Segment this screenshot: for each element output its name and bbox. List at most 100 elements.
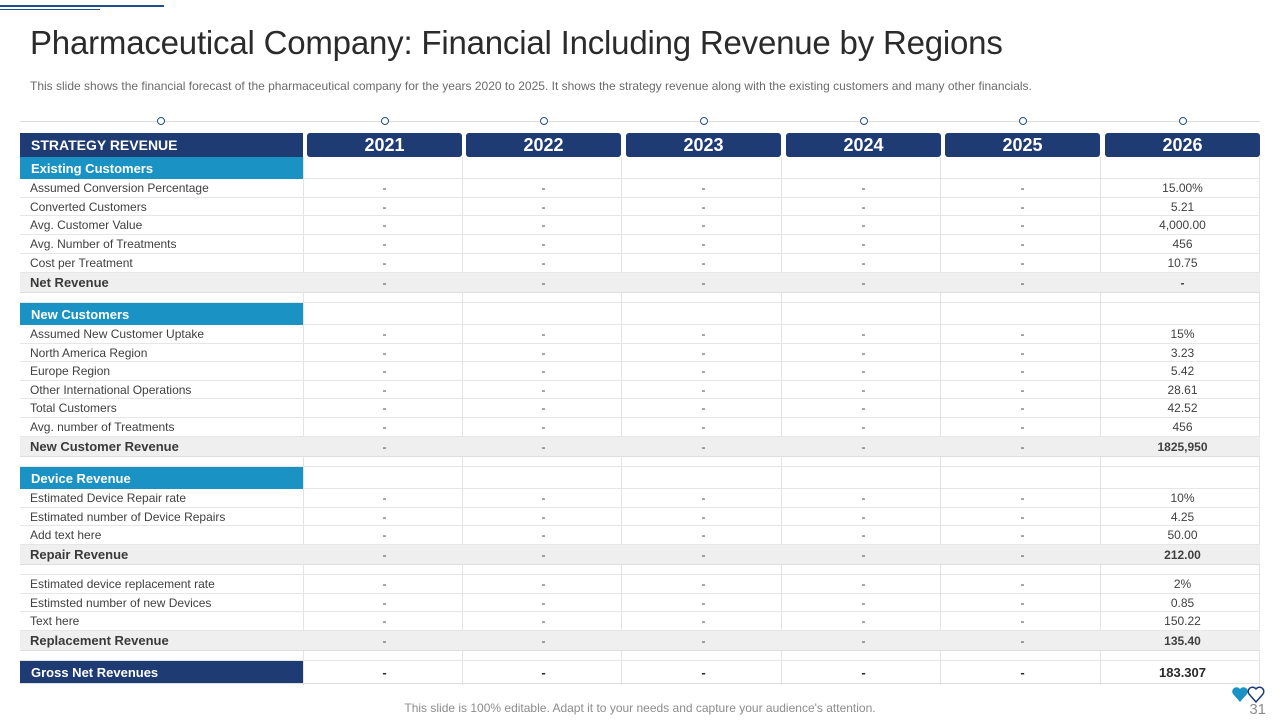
cell-value: -: [382, 199, 387, 214]
year-header-5: 2026: [1105, 133, 1260, 157]
cell-value: -: [541, 401, 546, 415]
row-label: Estimated Device Repair rate: [30, 491, 187, 505]
timeline-dot-icon: [699, 117, 708, 125]
cell-value: -: [861, 509, 866, 524]
cell-value: -: [541, 528, 546, 542]
cell-value: -: [861, 237, 866, 251]
cell-value: -: [861, 364, 866, 378]
cell-value: -: [701, 218, 706, 232]
cell-value: -: [1020, 275, 1025, 290]
total-row: Repair Revenue - - - - - 212.00: [20, 545, 1260, 565]
cell-value: -: [861, 577, 866, 591]
timeline-dot-icon: [859, 117, 868, 125]
cell-value: 2%: [1173, 577, 1192, 591]
row-label: Avg. number of Treatments: [30, 420, 175, 434]
cell-value: -: [541, 491, 546, 505]
cell-value: -: [541, 439, 546, 454]
cell-value: -: [1020, 218, 1025, 232]
cell-value: 42.52: [1167, 401, 1198, 415]
timeline-dot-icon: [1178, 117, 1187, 125]
cell-value: 3.23: [1170, 345, 1195, 360]
cell-value: -: [382, 327, 387, 341]
page-number: 31: [1249, 701, 1266, 718]
cell-value: -: [382, 275, 387, 290]
section-row: [20, 157, 1260, 179]
cell-value: 212.00: [1164, 547, 1201, 562]
accent-line-thin: [0, 9, 100, 10]
cell-value: -: [701, 595, 706, 610]
slide-subtitle: This slide shows the financial forecast …: [30, 79, 1032, 93]
cell-value: -: [382, 664, 387, 680]
column-separator: [781, 157, 782, 685]
cell-value: -: [1020, 237, 1025, 251]
cell-value: -: [382, 382, 387, 397]
cell-value: 5.21: [1170, 199, 1195, 214]
cell-value: 0.85: [1170, 595, 1195, 610]
cell-value: -: [1020, 401, 1025, 415]
row-label: Estimated number of Device Repairs: [30, 509, 226, 524]
cell-value: -: [382, 364, 387, 378]
cell-value: -: [382, 577, 387, 591]
header-strategy-revenue: STRATEGY REVENUE: [20, 133, 303, 157]
cell-value: -: [382, 633, 387, 648]
cell-value: 50.00: [1167, 528, 1198, 542]
cell-value: -: [861, 595, 866, 610]
cell-value: -: [701, 547, 706, 562]
cell-value: -: [1020, 528, 1025, 542]
cell-value: -: [541, 664, 546, 680]
row-label: Estimsted number of new Devices: [30, 595, 212, 610]
table-row: Cost per Treatment - - - - - 10.75: [20, 254, 1260, 273]
footer-note: This slide is 100% editable. Adapt it to…: [404, 701, 876, 715]
cell-value: -: [701, 614, 706, 628]
cell-value: -: [382, 401, 387, 415]
cell-value: -: [382, 256, 387, 270]
financial-table: STRATEGY REVENUE 2021 2022 2023 2024 2025 202…: [20, 133, 1260, 685]
accent-line: [0, 5, 164, 7]
cell-value: -: [861, 345, 866, 360]
gross-revenue-row: Gross Net Revenues - - - - - 183.307: [20, 661, 1260, 684]
cell-value: -: [1020, 364, 1025, 378]
row-label: Converted Customers: [30, 199, 147, 214]
cell-value: -: [541, 345, 546, 360]
cell-value: -: [541, 614, 546, 628]
spacer-row: [20, 293, 1260, 303]
cell-value: -: [861, 382, 866, 397]
table-row: North America Region - - - - - 3.23: [20, 344, 1260, 362]
cell-value: 10.75: [1167, 256, 1198, 270]
section-row: [20, 303, 1260, 325]
table-row: Estimated number of Device Repairs - - - - - 4…: [20, 508, 1260, 526]
cell-value: -: [701, 528, 706, 542]
table-row: Add text here - - - - - 50.00: [20, 526, 1260, 545]
row-label: Cost per Treatment: [30, 256, 133, 270]
cell-value: -: [701, 327, 706, 341]
cell-value: -: [861, 528, 866, 542]
cell-value: -: [701, 345, 706, 360]
cell-value: -: [382, 345, 387, 360]
cell-value: 10%: [1170, 491, 1195, 505]
spacer-row: [20, 457, 1260, 467]
cell-value: -: [1020, 256, 1025, 270]
row-label: Text here: [30, 614, 80, 628]
cell-value: 28.61: [1167, 382, 1198, 397]
table-row: Estimsted number of new Devices - - - - - 0.85: [20, 594, 1260, 612]
year-header-0: 2021: [307, 133, 462, 157]
cell-value: -: [701, 181, 706, 195]
section-header: New Customers: [20, 303, 303, 325]
column-separator: [940, 157, 941, 685]
cell-value: -: [1020, 181, 1025, 195]
section-row: [20, 467, 1260, 489]
cell-value: -: [861, 199, 866, 214]
cell-value: -: [541, 382, 546, 397]
total-row: Replacement Revenue - - - - - 135.40: [20, 631, 1260, 651]
cell-value: -: [701, 577, 706, 591]
cell-value: -: [541, 275, 546, 290]
row-label: North America Region: [30, 345, 148, 360]
cell-value: -: [861, 401, 866, 415]
row-label: Europe Region: [30, 364, 111, 378]
cell-value: -: [541, 327, 546, 341]
row-label: Total Customers: [30, 401, 117, 415]
table-row: Total Customers - - - - - 42.52: [20, 399, 1260, 418]
cell-value: -: [1180, 275, 1185, 290]
cell-value: -: [1020, 633, 1025, 648]
cell-value: -: [701, 633, 706, 648]
